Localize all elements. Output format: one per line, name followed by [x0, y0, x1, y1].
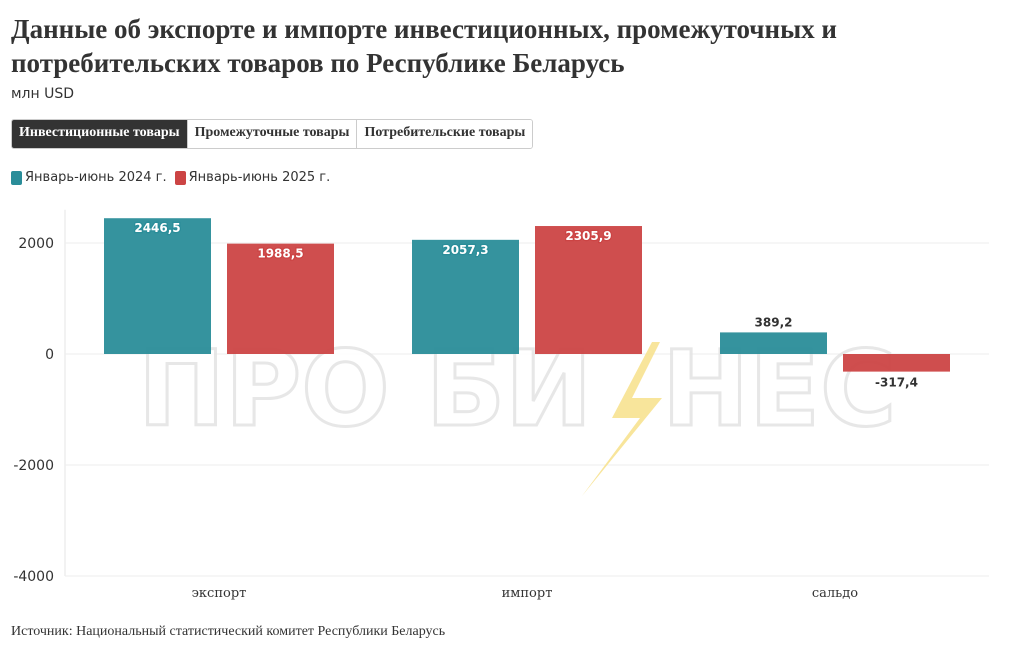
bar-chart: -4000 -2000 0 2000 ПРО БИ НЕС экспорт 2446,5…	[13, 209, 989, 601]
category-tabs: Инвестиционные товары Промежуточные това…	[11, 119, 534, 149]
x-category-label: экспорт	[192, 586, 247, 601]
chart-title: Данные об экспорте и импорте инвестицион…	[11, 14, 837, 78]
label-layer: экспорт 2446,5 1988,5 импорт 2057,3 2305,9 сал…	[133, 220, 918, 601]
legend-label-2024: Январь-июнь 2024 г.	[25, 170, 167, 185]
grid-layer: -4000 -2000 0 2000	[13, 209, 989, 585]
data-label: -317,4	[875, 376, 918, 390]
bar-2024[interactable]	[104, 218, 211, 354]
y-tick-label: -2000	[13, 458, 54, 474]
data-label: 389,2	[755, 315, 793, 329]
bar-2025[interactable]	[227, 243, 334, 354]
tab-consumer-goods[interactable]: Потребительские товары	[356, 120, 533, 148]
legend-label-2025: Январь-июнь 2025 г.	[188, 170, 331, 185]
source-note: Источник: Национальный статистический ко…	[11, 624, 446, 639]
legend-item-2024[interactable]: Январь-июнь 2024 г.	[11, 170, 167, 185]
bar-2025[interactable]	[843, 354, 950, 372]
y-tick-label: -4000	[13, 569, 54, 585]
data-label: 1988,5	[257, 247, 303, 261]
bar-2025[interactable]	[535, 226, 642, 354]
watermark: ПРО БИ НЕС	[137, 327, 898, 496]
lightning-bolt-icon	[582, 342, 662, 496]
y-tick-label: 2000	[18, 236, 54, 252]
x-category-label: сальдо	[812, 586, 858, 601]
y-tick-label: 0	[45, 347, 54, 363]
chart-legend: Январь-июнь 2024 г. Январь-июнь 2025 г.	[11, 170, 330, 185]
data-label: 2305,9	[565, 229, 611, 243]
bar-2024[interactable]	[720, 332, 827, 354]
data-label: 2057,3	[442, 243, 488, 257]
bar-2024[interactable]	[412, 239, 519, 354]
legend-swatch-2024	[11, 170, 22, 185]
tab-investment-goods[interactable]: Инвестиционные товары	[12, 120, 187, 148]
x-category-label: импорт	[502, 586, 553, 601]
legend-swatch-2025	[174, 170, 186, 185]
tab-intermediate-goods[interactable]: Промежуточные товары	[186, 120, 357, 148]
data-label: 2446,5	[134, 221, 180, 235]
chart-subtitle: млн USD	[11, 86, 75, 102]
legend-item-2025[interactable]: Январь-июнь 2025 г.	[174, 170, 331, 185]
bar-layer	[104, 218, 950, 372]
